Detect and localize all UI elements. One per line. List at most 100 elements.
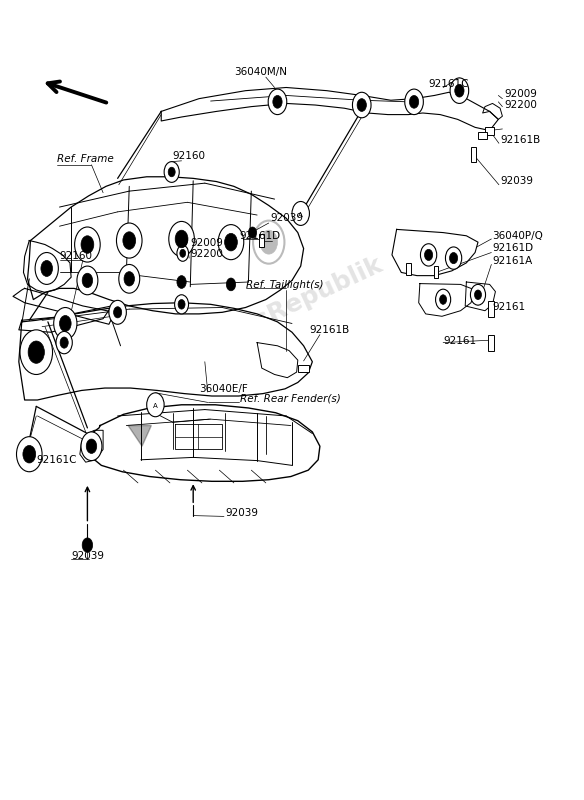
Polygon shape: [19, 306, 112, 332]
Circle shape: [116, 223, 142, 258]
Wedge shape: [277, 254, 287, 268]
Text: 92161B: 92161B: [500, 135, 540, 145]
Polygon shape: [27, 177, 304, 314]
Wedge shape: [245, 237, 254, 247]
Circle shape: [35, 253, 58, 285]
Circle shape: [123, 232, 135, 250]
Bar: [434, 266, 439, 278]
Polygon shape: [80, 430, 103, 462]
Circle shape: [164, 162, 179, 182]
Wedge shape: [265, 210, 272, 222]
Bar: [488, 301, 494, 317]
Text: 36040P/Q: 36040P/Q: [492, 230, 543, 241]
Circle shape: [113, 306, 121, 318]
Circle shape: [450, 253, 458, 264]
Text: 92200: 92200: [190, 249, 223, 259]
Polygon shape: [257, 342, 298, 378]
Circle shape: [425, 250, 433, 261]
Wedge shape: [250, 254, 260, 268]
Wedge shape: [265, 262, 272, 274]
Circle shape: [54, 307, 77, 339]
Text: 92161A: 92161A: [492, 256, 533, 266]
Bar: [471, 147, 475, 162]
Circle shape: [20, 330, 53, 374]
Text: Ref. Frame: Ref. Frame: [57, 154, 113, 164]
Circle shape: [227, 278, 235, 290]
Text: 92200: 92200: [504, 100, 537, 110]
Circle shape: [119, 265, 140, 293]
Circle shape: [175, 294, 189, 314]
Polygon shape: [13, 288, 114, 324]
Circle shape: [268, 89, 287, 114]
Wedge shape: [284, 237, 292, 247]
Text: Ref. Rear Fender(s): Ref. Rear Fender(s): [239, 394, 340, 404]
Circle shape: [86, 439, 97, 454]
Circle shape: [109, 300, 126, 324]
Circle shape: [147, 393, 164, 417]
Polygon shape: [19, 302, 312, 400]
Circle shape: [124, 272, 134, 286]
Text: 92161C: 92161C: [36, 455, 77, 466]
Text: 92039: 92039: [500, 176, 533, 186]
Circle shape: [218, 225, 244, 260]
Bar: [298, 365, 309, 372]
Circle shape: [81, 236, 94, 254]
Circle shape: [248, 227, 256, 238]
Polygon shape: [128, 426, 151, 446]
Circle shape: [23, 446, 36, 463]
Bar: [259, 234, 264, 247]
Circle shape: [60, 337, 68, 348]
Text: 92161D: 92161D: [492, 243, 534, 254]
Circle shape: [455, 84, 464, 97]
Text: 92160: 92160: [60, 251, 92, 262]
Bar: [485, 126, 494, 134]
Text: 92039: 92039: [270, 213, 303, 223]
Text: 92161D: 92161D: [239, 230, 281, 241]
Circle shape: [56, 331, 72, 354]
Circle shape: [450, 78, 469, 103]
Circle shape: [405, 89, 423, 114]
Circle shape: [420, 244, 437, 266]
Circle shape: [178, 299, 185, 309]
Circle shape: [260, 230, 277, 254]
Circle shape: [169, 222, 194, 257]
Circle shape: [41, 261, 53, 277]
Circle shape: [75, 227, 100, 262]
Circle shape: [436, 289, 451, 310]
Circle shape: [273, 95, 282, 108]
Circle shape: [475, 290, 481, 299]
Circle shape: [82, 538, 93, 552]
Circle shape: [82, 274, 93, 287]
Text: A: A: [153, 403, 158, 410]
Polygon shape: [465, 282, 495, 310]
Circle shape: [177, 276, 186, 288]
Text: PartsRepublik: PartsRepublik: [197, 252, 387, 357]
Text: 92160: 92160: [173, 151, 206, 161]
Text: A: A: [298, 212, 303, 218]
Polygon shape: [419, 284, 475, 316]
Text: 92039: 92039: [225, 508, 258, 518]
Polygon shape: [23, 241, 71, 292]
Text: 92161B: 92161B: [310, 325, 350, 334]
Text: 36040M/N: 36040M/N: [234, 67, 287, 77]
Circle shape: [168, 167, 175, 177]
Circle shape: [409, 95, 419, 108]
Text: Ref. Taillight(s): Ref. Taillight(s): [245, 280, 323, 290]
Circle shape: [178, 234, 187, 247]
Bar: [406, 263, 411, 275]
Text: 92009: 92009: [190, 238, 223, 248]
Circle shape: [60, 315, 71, 331]
Bar: [488, 334, 494, 350]
Circle shape: [446, 247, 462, 270]
Circle shape: [225, 234, 237, 251]
Polygon shape: [392, 230, 478, 276]
Polygon shape: [482, 103, 502, 119]
Circle shape: [440, 294, 447, 304]
Circle shape: [28, 341, 44, 363]
Bar: [478, 132, 487, 139]
Circle shape: [357, 98, 366, 111]
Circle shape: [292, 202, 310, 226]
Circle shape: [16, 437, 42, 472]
Polygon shape: [88, 405, 320, 482]
Circle shape: [81, 432, 102, 461]
